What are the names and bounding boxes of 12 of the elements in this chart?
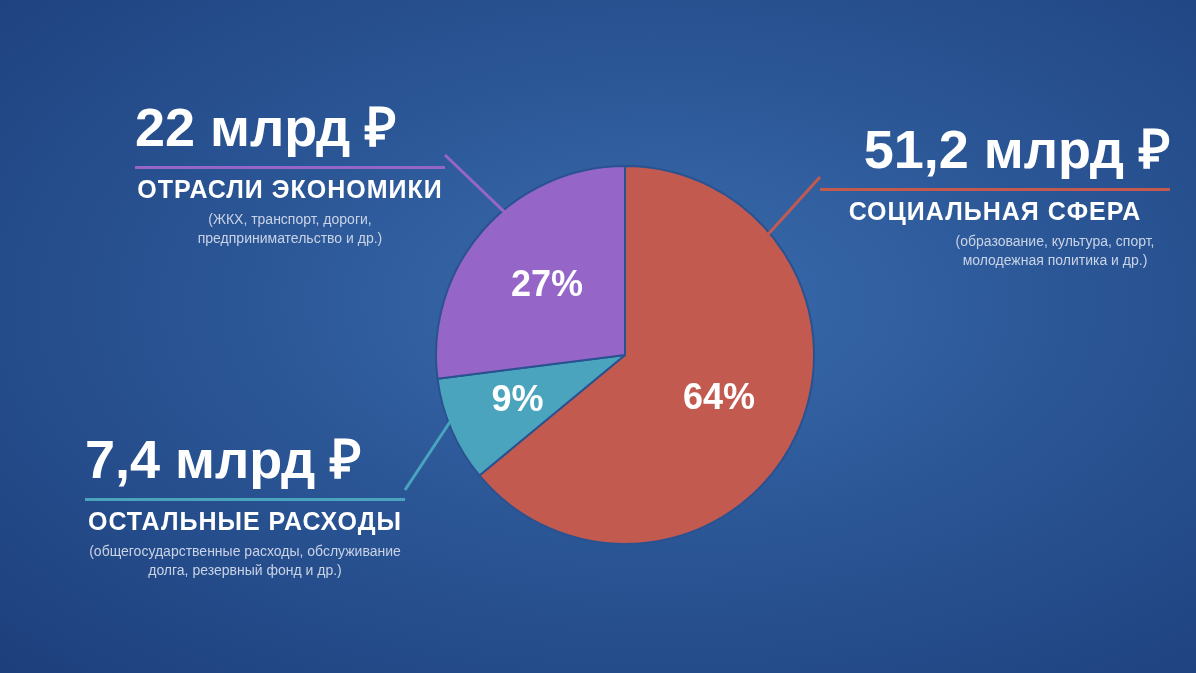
text: 7,4 млрд ₽	[85, 428, 363, 491]
text: (образование, культура, спорт, молодежная политика и др.)	[954, 232, 1156, 270]
slice-label: СОЦИАЛЬНАЯ СФЕРА	[847, 197, 1143, 226]
data-label: 64%	[683, 376, 756, 418]
text: 22 млрд ₽	[135, 96, 398, 159]
slice-label: ОТРАСЛИ ЭКОНОМИКИ	[136, 175, 444, 204]
text: (общегосударственные расходы, обслуживание долга, резервный фонд и др.)	[88, 542, 402, 580]
text: 51,2 млрд ₽	[862, 118, 1170, 181]
text: (ЖКХ, транспорт, дороги, предпринимательство и др.)	[196, 210, 384, 248]
data-label: 27%	[510, 263, 584, 305]
slice-label: ОСТАЛЬНЫЕ РАСХОДЫ	[86, 507, 403, 536]
data-label: 9%	[491, 378, 544, 420]
